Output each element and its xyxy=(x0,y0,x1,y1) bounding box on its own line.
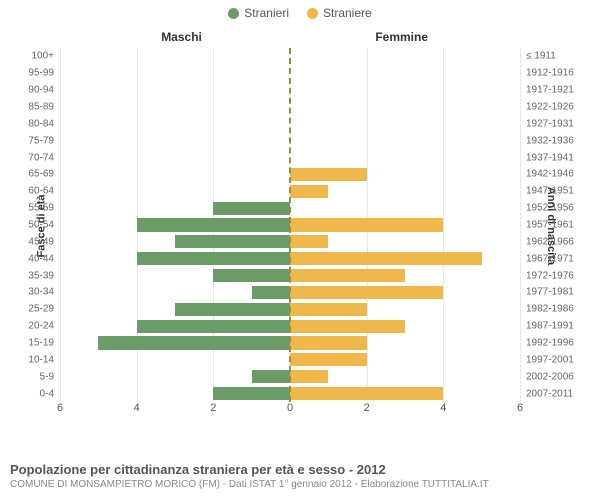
y-right-label: 1972-1976 xyxy=(520,270,574,281)
legend: Stranieri Straniere xyxy=(0,0,600,20)
bar-female xyxy=(290,286,443,299)
female-swatch xyxy=(307,8,318,19)
y-left-label: 70-74 xyxy=(28,152,60,163)
bar-male xyxy=(137,218,290,231)
y-left-label: 75-79 xyxy=(28,135,60,146)
bar-male xyxy=(213,202,290,215)
bar-female xyxy=(290,185,328,198)
bar-male xyxy=(98,336,290,349)
y-right-label: 1987-1991 xyxy=(520,321,574,332)
y-left-label: 40-44 xyxy=(28,253,60,264)
caption-subtitle: COMUNE DI MONSAMPIETRO MORICO (FM) - Dat… xyxy=(10,479,590,490)
bar-female xyxy=(290,320,405,333)
x-tick: 4 xyxy=(440,402,446,414)
bar-male xyxy=(137,252,290,265)
population-pyramid: Maschi Femmine Fasce di età Anni di nasc… xyxy=(60,30,520,422)
x-tick: 2 xyxy=(364,402,370,414)
y-left-label: 10-14 xyxy=(28,354,60,365)
y-right-label: 1932-1936 xyxy=(520,135,574,146)
y-left-label: 15-19 xyxy=(28,337,60,348)
y-left-label: 85-89 xyxy=(28,101,60,112)
legend-female-label: Straniere xyxy=(323,6,372,20)
y-right-label: 2007-2011 xyxy=(520,388,573,399)
y-left-label: 45-49 xyxy=(28,236,60,247)
y-left-label: 30-34 xyxy=(28,287,60,298)
y-right-label: 1952-1956 xyxy=(520,203,574,214)
legend-male-label: Stranieri xyxy=(244,6,289,20)
y-left-label: 95-99 xyxy=(28,68,60,79)
bar-male xyxy=(137,320,290,333)
y-left-label: 50-54 xyxy=(28,219,60,230)
y-right-label: 1957-1961 xyxy=(520,219,574,230)
bar-female xyxy=(290,303,367,316)
bar-female xyxy=(290,387,443,400)
bar-female xyxy=(290,353,367,366)
y-left-label: 80-84 xyxy=(28,118,60,129)
y-left-label: 55-59 xyxy=(28,203,60,214)
y-right-label: 1967-1971 xyxy=(520,253,574,264)
caption-title: Popolazione per cittadinanza straniera p… xyxy=(10,462,590,477)
bar-male xyxy=(252,286,290,299)
y-left-label: 5-9 xyxy=(40,371,60,382)
y-left-label: 65-69 xyxy=(28,169,60,180)
y-right-label: 1962-1966 xyxy=(520,236,574,247)
y-left-label: 60-64 xyxy=(28,186,60,197)
bar-female xyxy=(290,336,367,349)
caption: Popolazione per cittadinanza straniera p… xyxy=(10,462,590,490)
bar-female xyxy=(290,252,482,265)
col-title-right: Femmine xyxy=(375,30,428,44)
bar-male xyxy=(175,303,290,316)
y-right-label: 1942-1946 xyxy=(520,169,574,180)
plot-area: 100+≤ 191195-991912-191690-941917-192185… xyxy=(60,48,520,402)
x-tick: 6 xyxy=(57,402,63,414)
bar-male xyxy=(252,370,290,383)
legend-item-male: Stranieri xyxy=(228,6,289,20)
y-right-label: 1922-1926 xyxy=(520,101,574,112)
x-tick: 6 xyxy=(517,402,523,414)
male-swatch xyxy=(228,8,239,19)
y-right-label: 1982-1986 xyxy=(520,304,574,315)
y-left-label: 35-39 xyxy=(28,270,60,281)
y-right-label: 1947-1951 xyxy=(520,186,574,197)
x-tick: 2 xyxy=(210,402,216,414)
y-left-label: 90-94 xyxy=(28,85,60,96)
bar-female xyxy=(290,235,328,248)
y-right-label: 1917-1921 xyxy=(520,85,574,96)
y-right-label: 1912-1916 xyxy=(520,68,574,79)
y-right-label: ≤ 1911 xyxy=(520,51,556,62)
bar-female xyxy=(290,218,443,231)
y-left-label: 0-4 xyxy=(40,388,60,399)
col-title-left: Maschi xyxy=(161,30,202,44)
bar-male xyxy=(175,235,290,248)
legend-item-female: Straniere xyxy=(307,6,372,20)
y-right-label: 1977-1981 xyxy=(520,287,574,298)
y-right-label: 2002-2006 xyxy=(520,371,574,382)
y-right-label: 1992-1996 xyxy=(520,337,574,348)
y-right-label: 1937-1941 xyxy=(520,152,574,163)
bar-male xyxy=(213,387,290,400)
bar-male xyxy=(213,269,290,282)
x-tick: 0 xyxy=(287,402,293,414)
center-divider xyxy=(289,48,291,402)
x-tick: 4 xyxy=(134,402,140,414)
y-right-label: 1927-1931 xyxy=(520,118,574,129)
bar-female xyxy=(290,168,367,181)
bar-female xyxy=(290,370,328,383)
y-right-label: 1997-2001 xyxy=(520,354,574,365)
bar-female xyxy=(290,269,405,282)
y-left-label: 25-29 xyxy=(28,304,60,315)
y-left-label: 20-24 xyxy=(28,321,60,332)
x-axis: 6 4 2 0 2 4 6 xyxy=(60,402,520,422)
y-left-label: 100+ xyxy=(31,51,60,62)
